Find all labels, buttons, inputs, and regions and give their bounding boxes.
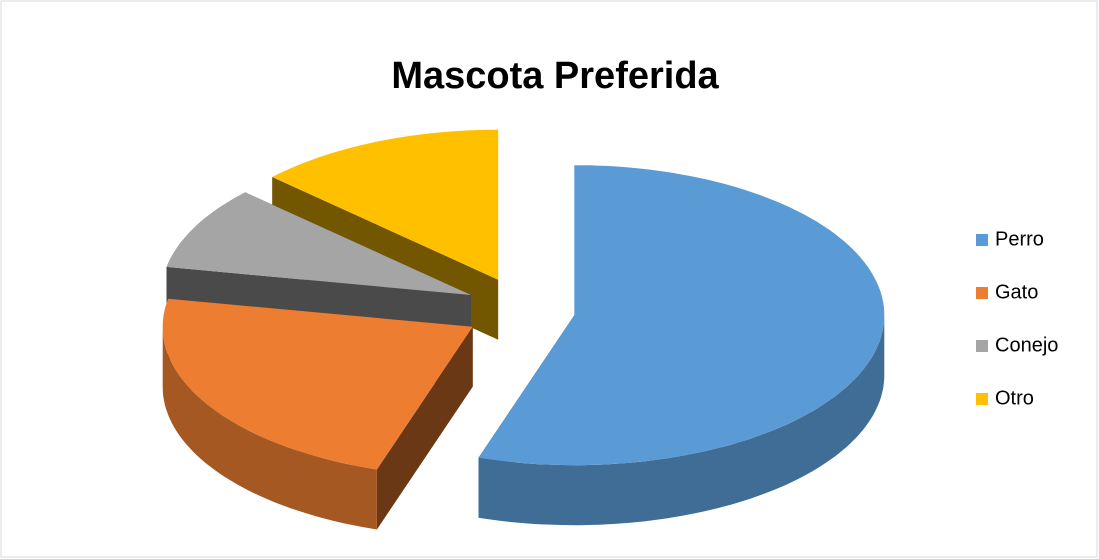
slice [162, 298, 473, 470]
slice [478, 165, 885, 466]
legend-label: Conejo [995, 334, 1058, 356]
legend-swatch [976, 393, 988, 405]
legend-label: Perro [995, 228, 1044, 250]
slice [272, 129, 499, 280]
chart-title: Mascota Preferida [391, 55, 719, 97]
legend-swatch [976, 340, 988, 352]
legend-label: Otro [995, 387, 1034, 409]
slice [166, 192, 471, 295]
legend-swatch [976, 234, 988, 246]
slice-wall [162, 326, 377, 530]
legend-label: Gato [995, 281, 1038, 303]
legend-swatch [976, 287, 988, 299]
slice-wall [478, 315, 885, 526]
